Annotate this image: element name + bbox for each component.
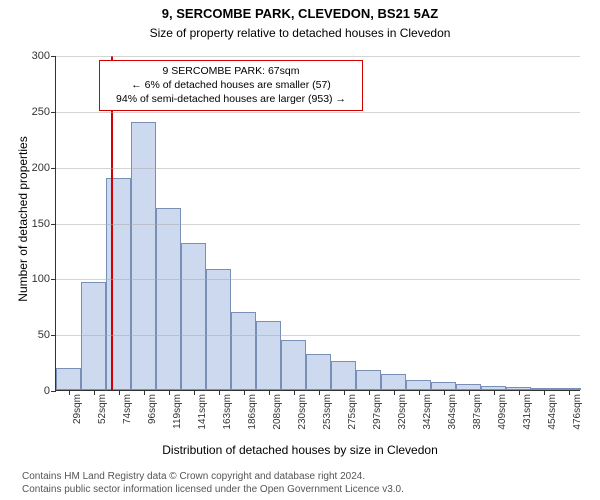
bar: [306, 354, 331, 390]
annotation-box: 9 SERCOMBE PARK: 67sqm ← 6% of detached …: [99, 60, 363, 111]
bar: [131, 122, 156, 390]
ytick-mark: [51, 56, 56, 57]
xtick-mark: [69, 390, 70, 395]
xtick-label: 431sqm: [522, 394, 533, 430]
annotation-line1: 9 SERCOMBE PARK: 67sqm: [106, 64, 356, 78]
ytick-mark: [51, 168, 56, 169]
xtick-mark: [194, 390, 195, 395]
xtick-mark: [344, 390, 345, 395]
ytick-mark: [51, 224, 56, 225]
ytick-mark: [51, 391, 56, 392]
xtick-label: 119sqm: [172, 394, 183, 429]
xtick-mark: [544, 390, 545, 395]
bar: [381, 374, 406, 390]
gridline: [56, 279, 580, 280]
xtick-label: 297sqm: [372, 394, 383, 430]
xtick-label: 342sqm: [422, 394, 433, 430]
xtick-label: 454sqm: [547, 394, 558, 430]
bar: [356, 370, 381, 390]
footer-line1: Contains HM Land Registry data © Crown c…: [22, 470, 404, 483]
xtick-mark: [219, 390, 220, 395]
xtick-label: 476sqm: [572, 394, 583, 430]
xtick-label: 409sqm: [497, 394, 508, 430]
xtick-label: 52sqm: [97, 394, 108, 424]
xtick-label: 186sqm: [247, 394, 258, 430]
bar: [331, 361, 356, 390]
xtick-mark: [369, 390, 370, 395]
xtick-label: 163sqm: [222, 394, 233, 430]
xtick-label: 387sqm: [472, 394, 483, 430]
bar: [181, 243, 206, 390]
xtick-mark: [519, 390, 520, 395]
ytick-mark: [51, 112, 56, 113]
ytick-label: 100: [32, 273, 50, 285]
xtick-label: 253sqm: [322, 394, 333, 430]
plot-area: 9 SERCOMBE PARK: 67sqm ← 6% of detached …: [55, 56, 580, 391]
xtick-mark: [469, 390, 470, 395]
bar: [256, 321, 281, 390]
xtick-mark: [119, 390, 120, 395]
y-axis-label: Number of detached properties: [16, 119, 30, 319]
xtick-mark: [419, 390, 420, 395]
xtick-mark: [569, 390, 570, 395]
xtick-label: 29sqm: [72, 394, 83, 424]
bar: [431, 382, 456, 390]
x-axis-label: Distribution of detached houses by size …: [0, 443, 600, 457]
ytick-label: 300: [32, 50, 50, 62]
bar: [406, 380, 431, 390]
annotation-line2: ← 6% of detached houses are smaller (57): [106, 78, 356, 92]
xtick-mark: [294, 390, 295, 395]
ytick-mark: [51, 279, 56, 280]
gridline: [56, 56, 580, 57]
gridline: [56, 335, 580, 336]
bar: [106, 178, 131, 390]
ytick-label: 150: [32, 218, 50, 230]
annotation-line3: 94% of semi-detached houses are larger (…: [106, 92, 356, 106]
ytick-label: 0: [44, 385, 50, 397]
gridline: [56, 224, 580, 225]
bar: [281, 340, 306, 390]
chart-title-line1: 9, SERCOMBE PARK, CLEVEDON, BS21 5AZ: [0, 6, 600, 21]
xtick-mark: [319, 390, 320, 395]
bar: [231, 312, 256, 390]
xtick-label: 320sqm: [397, 394, 408, 430]
xtick-mark: [394, 390, 395, 395]
footer-line2: Contains public sector information licen…: [22, 483, 404, 496]
xtick-mark: [144, 390, 145, 395]
xtick-label: 208sqm: [272, 394, 283, 430]
ytick-mark: [51, 335, 56, 336]
bar: [56, 368, 81, 390]
xtick-label: 96sqm: [147, 394, 158, 424]
xtick-label: 230sqm: [297, 394, 308, 430]
xtick-mark: [94, 390, 95, 395]
gridline: [56, 168, 580, 169]
xtick-mark: [269, 390, 270, 395]
xtick-mark: [444, 390, 445, 395]
ytick-label: 50: [38, 329, 50, 341]
footer-attribution: Contains HM Land Registry data © Crown c…: [22, 470, 404, 496]
xtick-label: 364sqm: [447, 394, 458, 430]
chart-title-line2: Size of property relative to detached ho…: [0, 26, 600, 40]
xtick-label: 141sqm: [197, 394, 208, 430]
chart-container: 9, SERCOMBE PARK, CLEVEDON, BS21 5AZ Siz…: [0, 0, 600, 500]
bar: [206, 269, 231, 390]
xtick-mark: [494, 390, 495, 395]
bar: [156, 208, 181, 390]
gridline: [56, 112, 580, 113]
ytick-label: 250: [32, 106, 50, 118]
xtick-label: 74sqm: [122, 394, 133, 424]
xtick-mark: [169, 390, 170, 395]
xtick-label: 275sqm: [347, 394, 358, 430]
xtick-mark: [244, 390, 245, 395]
ytick-label: 200: [32, 162, 50, 174]
